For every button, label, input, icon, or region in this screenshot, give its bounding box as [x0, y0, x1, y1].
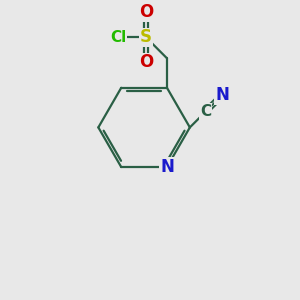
Text: N: N [160, 158, 174, 176]
Text: S: S [140, 28, 152, 46]
Text: O: O [139, 53, 153, 71]
Text: C: C [200, 104, 211, 119]
Text: N: N [215, 86, 229, 104]
Text: O: O [139, 3, 153, 21]
Text: Cl: Cl [110, 30, 126, 45]
